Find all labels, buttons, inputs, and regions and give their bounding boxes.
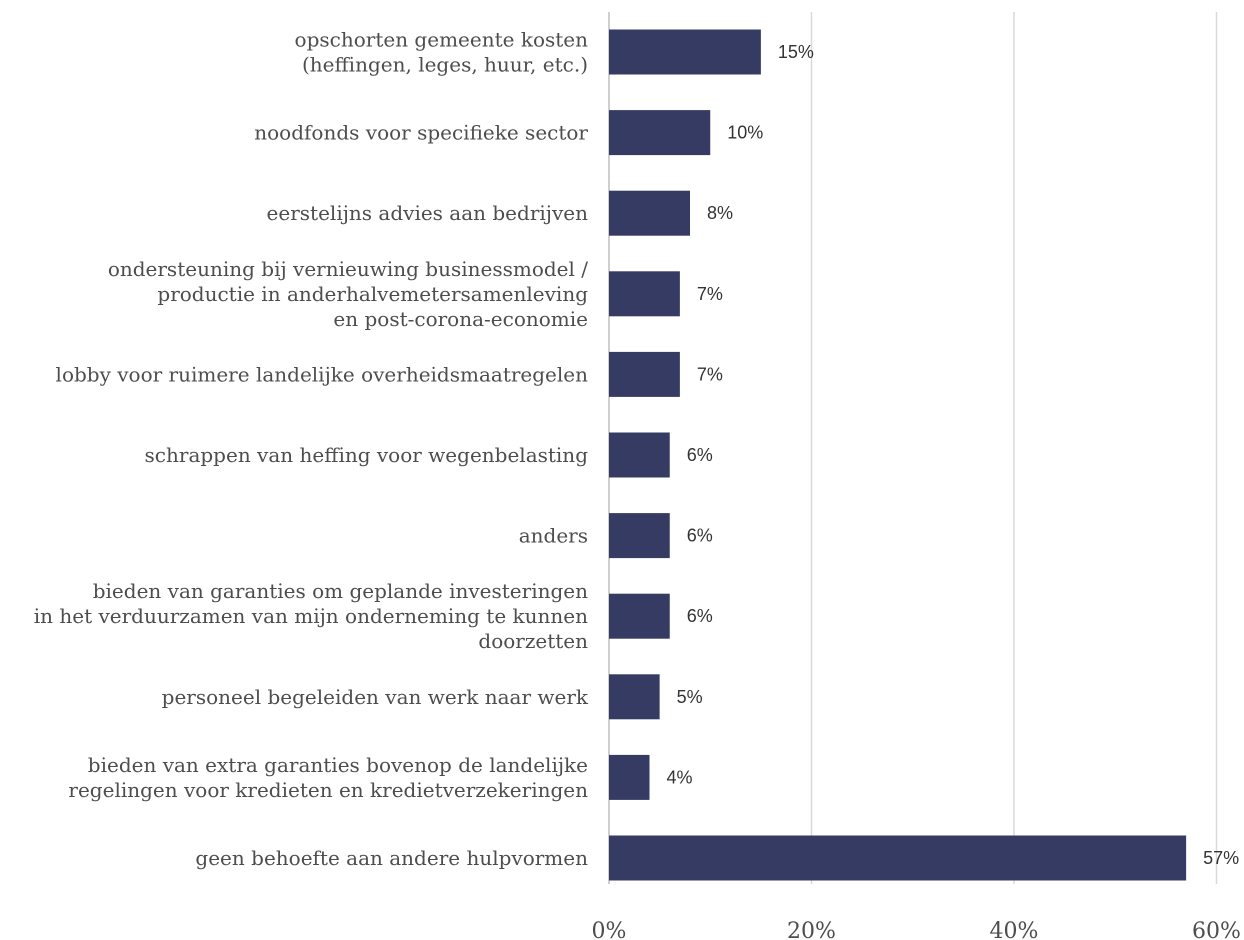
category-label-5: schrappen van heffing voor wegenbelastin… (145, 443, 589, 467)
bar-2 (609, 190, 690, 236)
category-label-9: bieden van extra garanties bovenop de la… (68, 753, 588, 802)
bar-7 (609, 593, 670, 639)
value-label-6: 6% (687, 526, 713, 546)
value-label-1: 10% (727, 123, 763, 143)
category-label-10-line-0: geen behoefte aan andere hulpvormen (195, 846, 588, 870)
bar-9 (609, 754, 650, 800)
x-tick-label-40: 40% (990, 919, 1039, 940)
bar-6 (609, 513, 670, 559)
category-label-3-line-1: productie in anderhalvemetersamenleving (157, 282, 588, 306)
x-tick-label-20: 20% (787, 919, 836, 940)
value-label-5: 6% (687, 445, 713, 465)
category-label-9-line-1: regelingen voor kredieten en kredietverz… (68, 778, 588, 802)
category-label-7-line-0: bieden van garanties om geplande investe… (93, 579, 588, 603)
category-label-2-line-0: eerstelijns advies aan bedrijven (267, 201, 589, 225)
bar-0 (609, 29, 761, 75)
bar-5 (609, 432, 670, 478)
category-label-7-line-1: in het verduurzamen van mijn onderneming… (34, 604, 588, 628)
category-label-8-line-0: personeel begeleiden van werk naar werk (162, 685, 589, 709)
value-label-4: 7% (697, 364, 723, 384)
category-label-2: eerstelijns advies aan bedrijven (267, 201, 589, 225)
x-tick-label-60: 60% (1192, 919, 1241, 940)
category-label-0-line-0: opschorten gemeente kosten (295, 28, 589, 52)
value-label-8: 5% (677, 687, 703, 707)
value-label-7: 6% (687, 606, 713, 626)
category-label-0: opschorten gemeente kosten (heffingen, le… (295, 28, 589, 77)
value-label-9: 4% (667, 767, 693, 787)
category-label-6-line-0: anders (519, 524, 588, 548)
value-label-0: 15% (778, 42, 814, 62)
category-label-7: bieden van garanties om geplande investe… (34, 579, 588, 653)
bar-4 (609, 351, 680, 397)
category-label-3-line-2: en post-corona-economie (333, 307, 588, 331)
value-label-3: 7% (697, 284, 723, 304)
category-label-10: geen behoefte aan andere hulpvormen (195, 846, 588, 870)
category-label-4: lobby voor ruimere landelijke overheidsm… (56, 362, 589, 386)
category-label-1-line-0: noodfonds voor specifieke sector (254, 121, 588, 145)
bar-8 (609, 674, 660, 720)
category-label-6: anders (519, 524, 588, 548)
x-tick-label-0: 0% (592, 919, 627, 940)
bar-10 (609, 835, 1187, 881)
value-label-10: 57% (1203, 848, 1239, 868)
category-label-9-line-0: bieden van extra garanties bovenop de la… (88, 753, 588, 777)
category-label-0-line-1: (heffingen, leges, huur, etc.) (302, 53, 588, 77)
category-label-7-line-2: doorzetten (478, 629, 588, 653)
bar-3 (609, 271, 680, 317)
category-label-5-line-0: schrappen van heffing voor wegenbelastin… (145, 443, 589, 467)
category-label-4-line-0: lobby voor ruimere landelijke overheidsm… (56, 362, 589, 386)
category-label-3: ondersteuning bij vernieuwing businessmo… (108, 257, 588, 331)
category-label-1: noodfonds voor specifieke sector (254, 121, 588, 145)
bar-1 (609, 110, 711, 156)
value-label-2: 8% (707, 203, 733, 223)
category-label-3-line-0: ondersteuning bij vernieuwing businessmo… (108, 257, 588, 281)
category-label-8: personeel begeleiden van werk naar werk (162, 685, 589, 709)
